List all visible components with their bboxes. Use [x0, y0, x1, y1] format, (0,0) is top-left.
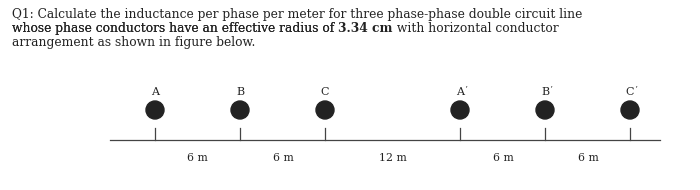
Text: 6 m: 6 m [187, 153, 207, 163]
Text: whose phase conductors have an effective radius of: whose phase conductors have an effective… [12, 22, 338, 35]
Text: ʼ: ʼ [463, 85, 466, 93]
Circle shape [231, 101, 249, 119]
Circle shape [146, 101, 164, 119]
Text: ʼ: ʼ [634, 85, 636, 93]
Text: A: A [456, 87, 464, 97]
Text: 6 m: 6 m [272, 153, 293, 163]
Text: 3.34 cm: 3.34 cm [338, 22, 393, 35]
Text: whose phase conductors have an effective radius of: whose phase conductors have an effective… [12, 22, 338, 35]
Text: C: C [626, 87, 634, 97]
Text: 12 m: 12 m [379, 153, 407, 163]
Text: ʼ: ʼ [549, 85, 552, 93]
Text: A: A [151, 87, 159, 97]
Circle shape [316, 101, 334, 119]
Text: with horizontal conductor: with horizontal conductor [393, 22, 559, 35]
Text: C: C [321, 87, 329, 97]
Text: B: B [236, 87, 244, 97]
Text: Q1: Calculate the inductance per phase per meter for three phase-phase double ci: Q1: Calculate the inductance per phase p… [12, 8, 582, 21]
Circle shape [621, 101, 639, 119]
Circle shape [451, 101, 469, 119]
Text: B: B [541, 87, 549, 97]
Circle shape [536, 101, 554, 119]
Text: arrangement as shown in figure below.: arrangement as shown in figure below. [12, 36, 256, 49]
Text: 6 m: 6 m [578, 153, 598, 163]
Text: 6 m: 6 m [493, 153, 513, 163]
